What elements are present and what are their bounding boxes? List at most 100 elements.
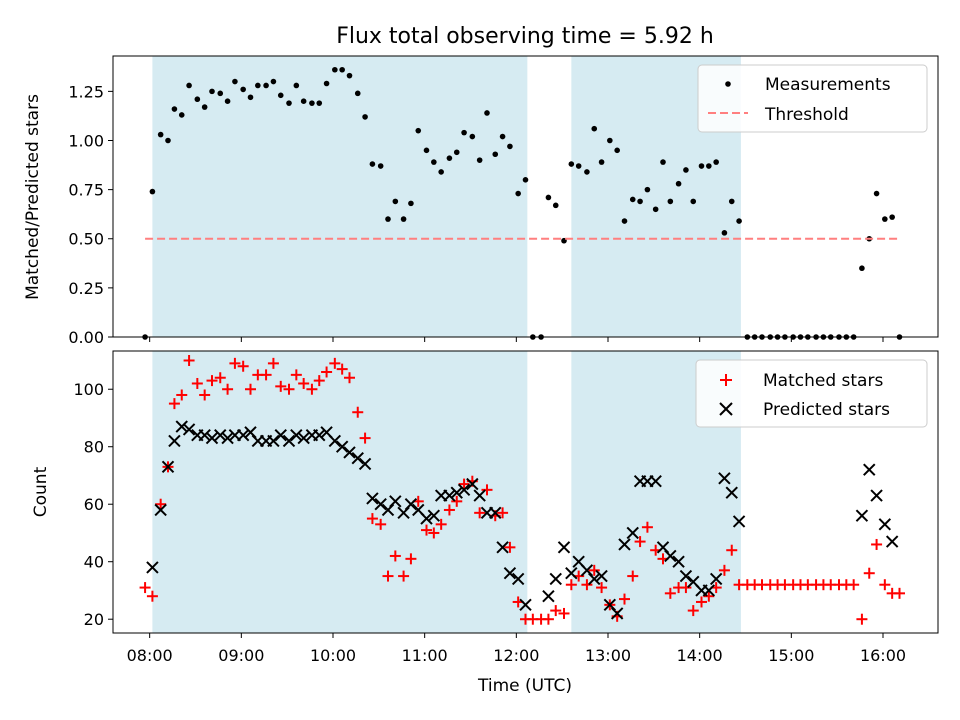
matched-stars-point — [389, 550, 401, 562]
measurement-point — [461, 129, 467, 136]
matched-stars-point — [344, 372, 355, 384]
measurement-point — [614, 147, 620, 154]
measurement-point — [690, 198, 697, 205]
predicted-stars-point — [496, 541, 509, 554]
predicted-stars-point — [511, 572, 525, 586]
y-tick-label: 1.25 — [68, 82, 104, 101]
measurement-point — [286, 100, 292, 106]
matched-stars-point — [398, 570, 410, 582]
matched-stars-point — [336, 363, 348, 375]
measurement-point — [675, 180, 682, 187]
predicted-stars-point — [182, 423, 196, 436]
measurement-point — [255, 82, 261, 89]
predicted-stars-point — [343, 446, 356, 459]
x-tick-label: 13:00 — [585, 646, 631, 665]
matched-stars-point — [283, 383, 295, 395]
predicted-stars-point — [404, 498, 418, 511]
legend-measurements-label: Measurements — [765, 75, 891, 95]
predicted-stars-point — [855, 509, 869, 522]
measurement-point — [415, 127, 422, 134]
matched-stars-point — [237, 360, 249, 372]
matched-stars-point — [703, 590, 715, 602]
bottom-y-axis-label: Count — [31, 466, 51, 517]
measurement-point — [484, 110, 490, 116]
predicted-stars-point — [274, 429, 287, 442]
matched-stars-point — [428, 527, 440, 539]
measurement-point — [392, 198, 399, 205]
predicted-stars-point — [610, 607, 624, 620]
predicted-stars-point — [870, 489, 883, 502]
predicted-stars-point — [443, 489, 456, 502]
predicted-stars-point — [732, 515, 746, 528]
matched-stars-point — [382, 570, 394, 582]
measurement-point — [408, 200, 414, 207]
measurement-point — [232, 78, 238, 85]
matched-stars-point — [581, 579, 593, 591]
matched-stars-point — [443, 504, 455, 516]
bottom-panel: 20 40 60 80 100 08:00 09:00 10:00 11:00 12:00 13:… — [31, 350, 939, 696]
measurement-point — [240, 86, 246, 93]
matched-stars-point — [718, 564, 730, 576]
matched-stars-point — [687, 605, 699, 617]
predicted-stars-point — [427, 509, 441, 522]
predicted-stars-point — [221, 431, 234, 445]
legend-threshold-label: Threshold — [764, 105, 849, 125]
y-tick-label: 80 — [84, 438, 104, 457]
matched-stars-point — [176, 389, 188, 401]
measurement-point — [171, 106, 178, 112]
matched-stars-point — [183, 354, 195, 366]
matched-stars-point — [191, 377, 203, 389]
predicted-stars-point — [374, 498, 387, 511]
measurement-point — [293, 82, 300, 89]
y-tick-label: 40 — [84, 553, 104, 572]
measurement-point — [873, 190, 880, 197]
predicted-stars-point — [664, 549, 677, 563]
matched-stars-point — [214, 372, 226, 384]
measurement-point — [186, 82, 192, 89]
measurement-point — [178, 112, 185, 118]
predicted-stars-point — [154, 503, 167, 517]
matched-stars-point — [848, 579, 860, 591]
predicted-stars-point — [146, 561, 159, 574]
matched-stars-point — [313, 375, 325, 387]
matched-stars-point — [321, 366, 333, 378]
measurement-point — [446, 155, 453, 161]
predicted-stars-point — [328, 434, 342, 448]
matched-stars-point — [298, 377, 310, 389]
y-tick-label: 0.75 — [68, 181, 104, 200]
predicted-stars-point — [718, 472, 731, 485]
measurement-point — [247, 94, 254, 101]
measurement-point — [859, 265, 865, 272]
matched-stars-point — [260, 369, 272, 381]
measurement-point — [591, 125, 598, 132]
matched-stars-point — [168, 398, 180, 410]
measurement-point — [270, 78, 277, 85]
predicted-stars-point — [450, 486, 463, 499]
measurement-point — [882, 216, 888, 222]
predicted-stars-point — [290, 429, 303, 442]
matched-stars-point — [421, 524, 432, 536]
predicted-stars-point — [503, 567, 517, 580]
measurement-point — [629, 196, 636, 203]
measurement-point — [706, 163, 712, 169]
matched-stars-point — [596, 582, 608, 594]
predicted-stars-point — [420, 512, 433, 525]
measurement-point — [515, 190, 521, 197]
measurement-point — [621, 218, 628, 224]
measurement-point — [316, 100, 323, 106]
matched-stars-point — [588, 564, 600, 576]
predicted-stars-point — [457, 483, 471, 497]
measurement-point — [201, 104, 208, 110]
matched-stars-point — [366, 513, 378, 525]
measurement-point — [438, 169, 444, 175]
matched-stars-point — [306, 383, 318, 395]
matched-stars-point — [871, 538, 883, 550]
measurement-point — [400, 216, 407, 222]
measurement-point — [323, 80, 330, 87]
top-panel-frame — [112, 55, 939, 338]
matched-stars-point — [359, 432, 371, 444]
matched-stars-point — [275, 380, 287, 392]
x-tick-label: 10:00 — [310, 646, 356, 665]
matched-stars-point — [267, 357, 279, 369]
measurement-point — [224, 98, 231, 104]
